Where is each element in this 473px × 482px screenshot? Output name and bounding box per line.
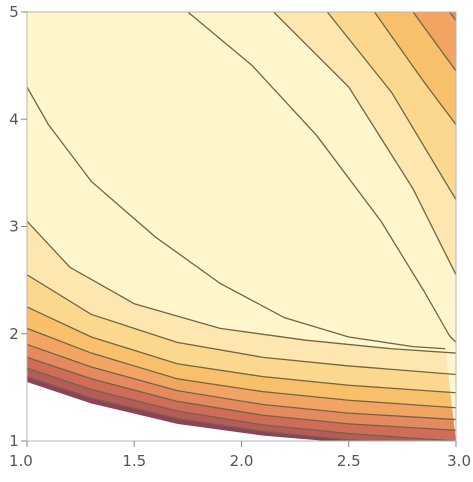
contour-line (273, 12, 456, 276)
x-tick-label: 1.0 (9, 452, 33, 470)
contour-line (373, 12, 456, 126)
x-axis: 1.0 1.5 2.0 2.5 3.0 (9, 441, 471, 470)
contour-line (27, 343, 456, 421)
contour-line (412, 12, 456, 72)
contour-line (27, 367, 456, 441)
y-tick-label: 3 (9, 218, 19, 236)
contour-line (326, 12, 456, 201)
x-tick-label: 3.0 (447, 452, 471, 470)
contour-line (27, 274, 456, 376)
y-tick-label: 4 (9, 110, 19, 128)
y-tick-label: 2 (9, 325, 19, 343)
contour-line (27, 327, 456, 409)
x-tick-label: 1.5 (122, 452, 146, 470)
contour-line (27, 306, 456, 394)
contour-line (27, 376, 371, 441)
y-axis: 1 2 3 4 5 (9, 3, 27, 450)
contour-bands (27, 12, 456, 441)
contour-line (27, 86, 446, 350)
x-tick-label: 2.0 (230, 452, 254, 470)
contour-line (187, 12, 456, 343)
x-tick-label: 2.5 (337, 452, 361, 470)
y-tick-label: 1 (9, 432, 19, 450)
contour-line (449, 12, 456, 21)
y-tick-label: 5 (9, 3, 19, 21)
contour-lines (27, 12, 456, 441)
contour-line (27, 220, 456, 354)
contour-line (27, 356, 456, 431)
